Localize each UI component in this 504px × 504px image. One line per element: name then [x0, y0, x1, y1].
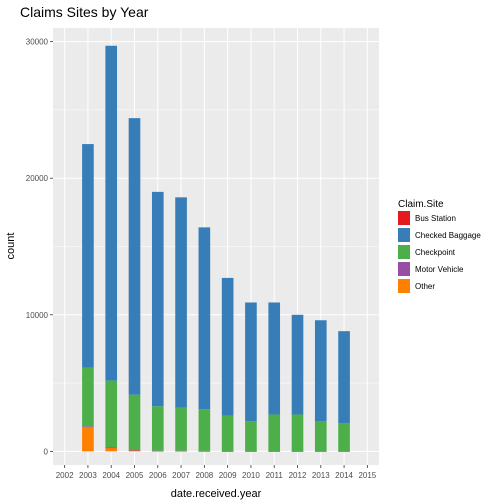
bar-motor-vehicle-2010	[245, 451, 257, 452]
bar-checkpoint-2014	[338, 423, 350, 452]
bar-checkpoint-2003	[82, 367, 94, 427]
x-tick-label: 2012	[289, 471, 307, 480]
bar-checked-baggage-2006	[151, 191, 164, 407]
bar-other-2004	[105, 447, 118, 452]
bar-checkpoint-2008	[198, 409, 211, 451]
bar-checked-baggage-2013	[314, 320, 327, 422]
bar-motor-vehicle-2003	[82, 426, 94, 427]
x-tick-label: 2004	[102, 471, 120, 480]
bar-motor-vehicle-2004	[105, 447, 118, 449]
x-axis: 2002 2003 2004 2005 2006 2007 2008 2009 2010 2011…	[56, 465, 377, 480]
legend-key-motor-vehicle	[398, 262, 410, 276]
bar-checked-baggage-2004	[105, 45, 118, 381]
bar-motor-vehicle-2012	[291, 451, 304, 452]
bar-other-2003	[82, 426, 94, 452]
bar-motor-vehicle-2013	[314, 451, 327, 452]
bar-checked-baggage-2010	[245, 302, 257, 422]
bar-checkpoint-2012	[291, 414, 304, 452]
y-tick-label: 0	[44, 447, 49, 456]
legend-label-other: Other	[415, 282, 435, 291]
bar-motor-vehicle-2011	[268, 451, 281, 452]
x-tick-label: 2007	[172, 471, 190, 480]
bar-motor-vehicle-2005	[128, 449, 141, 451]
x-tick-label: 2015	[358, 471, 376, 480]
legend-label-checked-baggage: Checked Baggage	[415, 231, 481, 240]
y-tick-label: 30000	[26, 38, 49, 47]
legend-key-other	[398, 279, 410, 293]
bar-checked-baggage-2012	[291, 314, 304, 415]
x-tick-label: 2003	[79, 471, 97, 480]
bar-checkpoint-2004	[105, 380, 118, 448]
legend-label-bus-station: Bus Station	[415, 214, 456, 223]
bar-checkpoint-2007	[175, 407, 187, 451]
bar-checked-baggage-2008	[198, 227, 211, 410]
x-tick-label: 2009	[219, 471, 237, 480]
x-tick-label: 2008	[195, 471, 213, 480]
y-tick-label: 10000	[26, 311, 49, 320]
bar-motor-vehicle-2009	[221, 451, 234, 452]
legend: Claim.Site Bus Station Checked Baggage Che…	[398, 199, 481, 293]
bar-motor-vehicle-2008	[198, 450, 211, 452]
bar-checked-baggage-2007	[175, 197, 187, 408]
bar-checkpoint-2006	[151, 406, 164, 451]
bar-checked-baggage-2005	[128, 118, 141, 395]
x-tick-label: 2010	[242, 471, 260, 480]
bar-checked-baggage-2003	[82, 144, 94, 368]
legend-label-motor-vehicle: Motor Vehicle	[415, 265, 464, 274]
bar-checkpoint-2011	[268, 414, 281, 452]
bar-checkpoint-2009	[221, 415, 234, 452]
legend-key-checked-baggage	[398, 228, 410, 242]
y-axis-title: count	[5, 233, 17, 260]
bar-motor-vehicle-2006	[151, 450, 164, 452]
x-tick-label: 2002	[56, 471, 74, 480]
legend-key-bus-station	[398, 211, 410, 225]
bar-checkpoint-2013	[314, 421, 327, 452]
bar-checkpoint-2010	[245, 421, 257, 452]
bar-motor-vehicle-2007	[175, 450, 187, 452]
x-tick-label: 2011	[266, 471, 284, 480]
bar-checked-baggage-2009	[221, 277, 234, 416]
x-axis-title: date.received.year	[171, 488, 262, 500]
bar-checked-baggage-2011	[268, 302, 281, 415]
bar-motor-vehicle-2014	[338, 451, 350, 452]
x-tick-label: 2005	[126, 471, 144, 480]
x-tick-label: 2014	[335, 471, 353, 480]
legend-key-checkpoint	[398, 245, 410, 259]
legend-title: Claim.Site	[398, 199, 444, 210]
bar-other-2005	[128, 450, 141, 452]
x-tick-label: 2013	[312, 471, 330, 480]
y-axis: 0 10000 20000 30000	[26, 38, 53, 456]
bars	[82, 45, 350, 452]
bar-checked-baggage-2014	[338, 331, 350, 424]
chart-title: Claims Sites by Year	[20, 4, 149, 20]
x-tick-label: 2006	[149, 471, 167, 480]
y-tick-label: 20000	[26, 174, 49, 183]
bar-checkpoint-2005	[128, 394, 141, 450]
legend-label-checkpoint: Checkpoint	[415, 248, 456, 257]
